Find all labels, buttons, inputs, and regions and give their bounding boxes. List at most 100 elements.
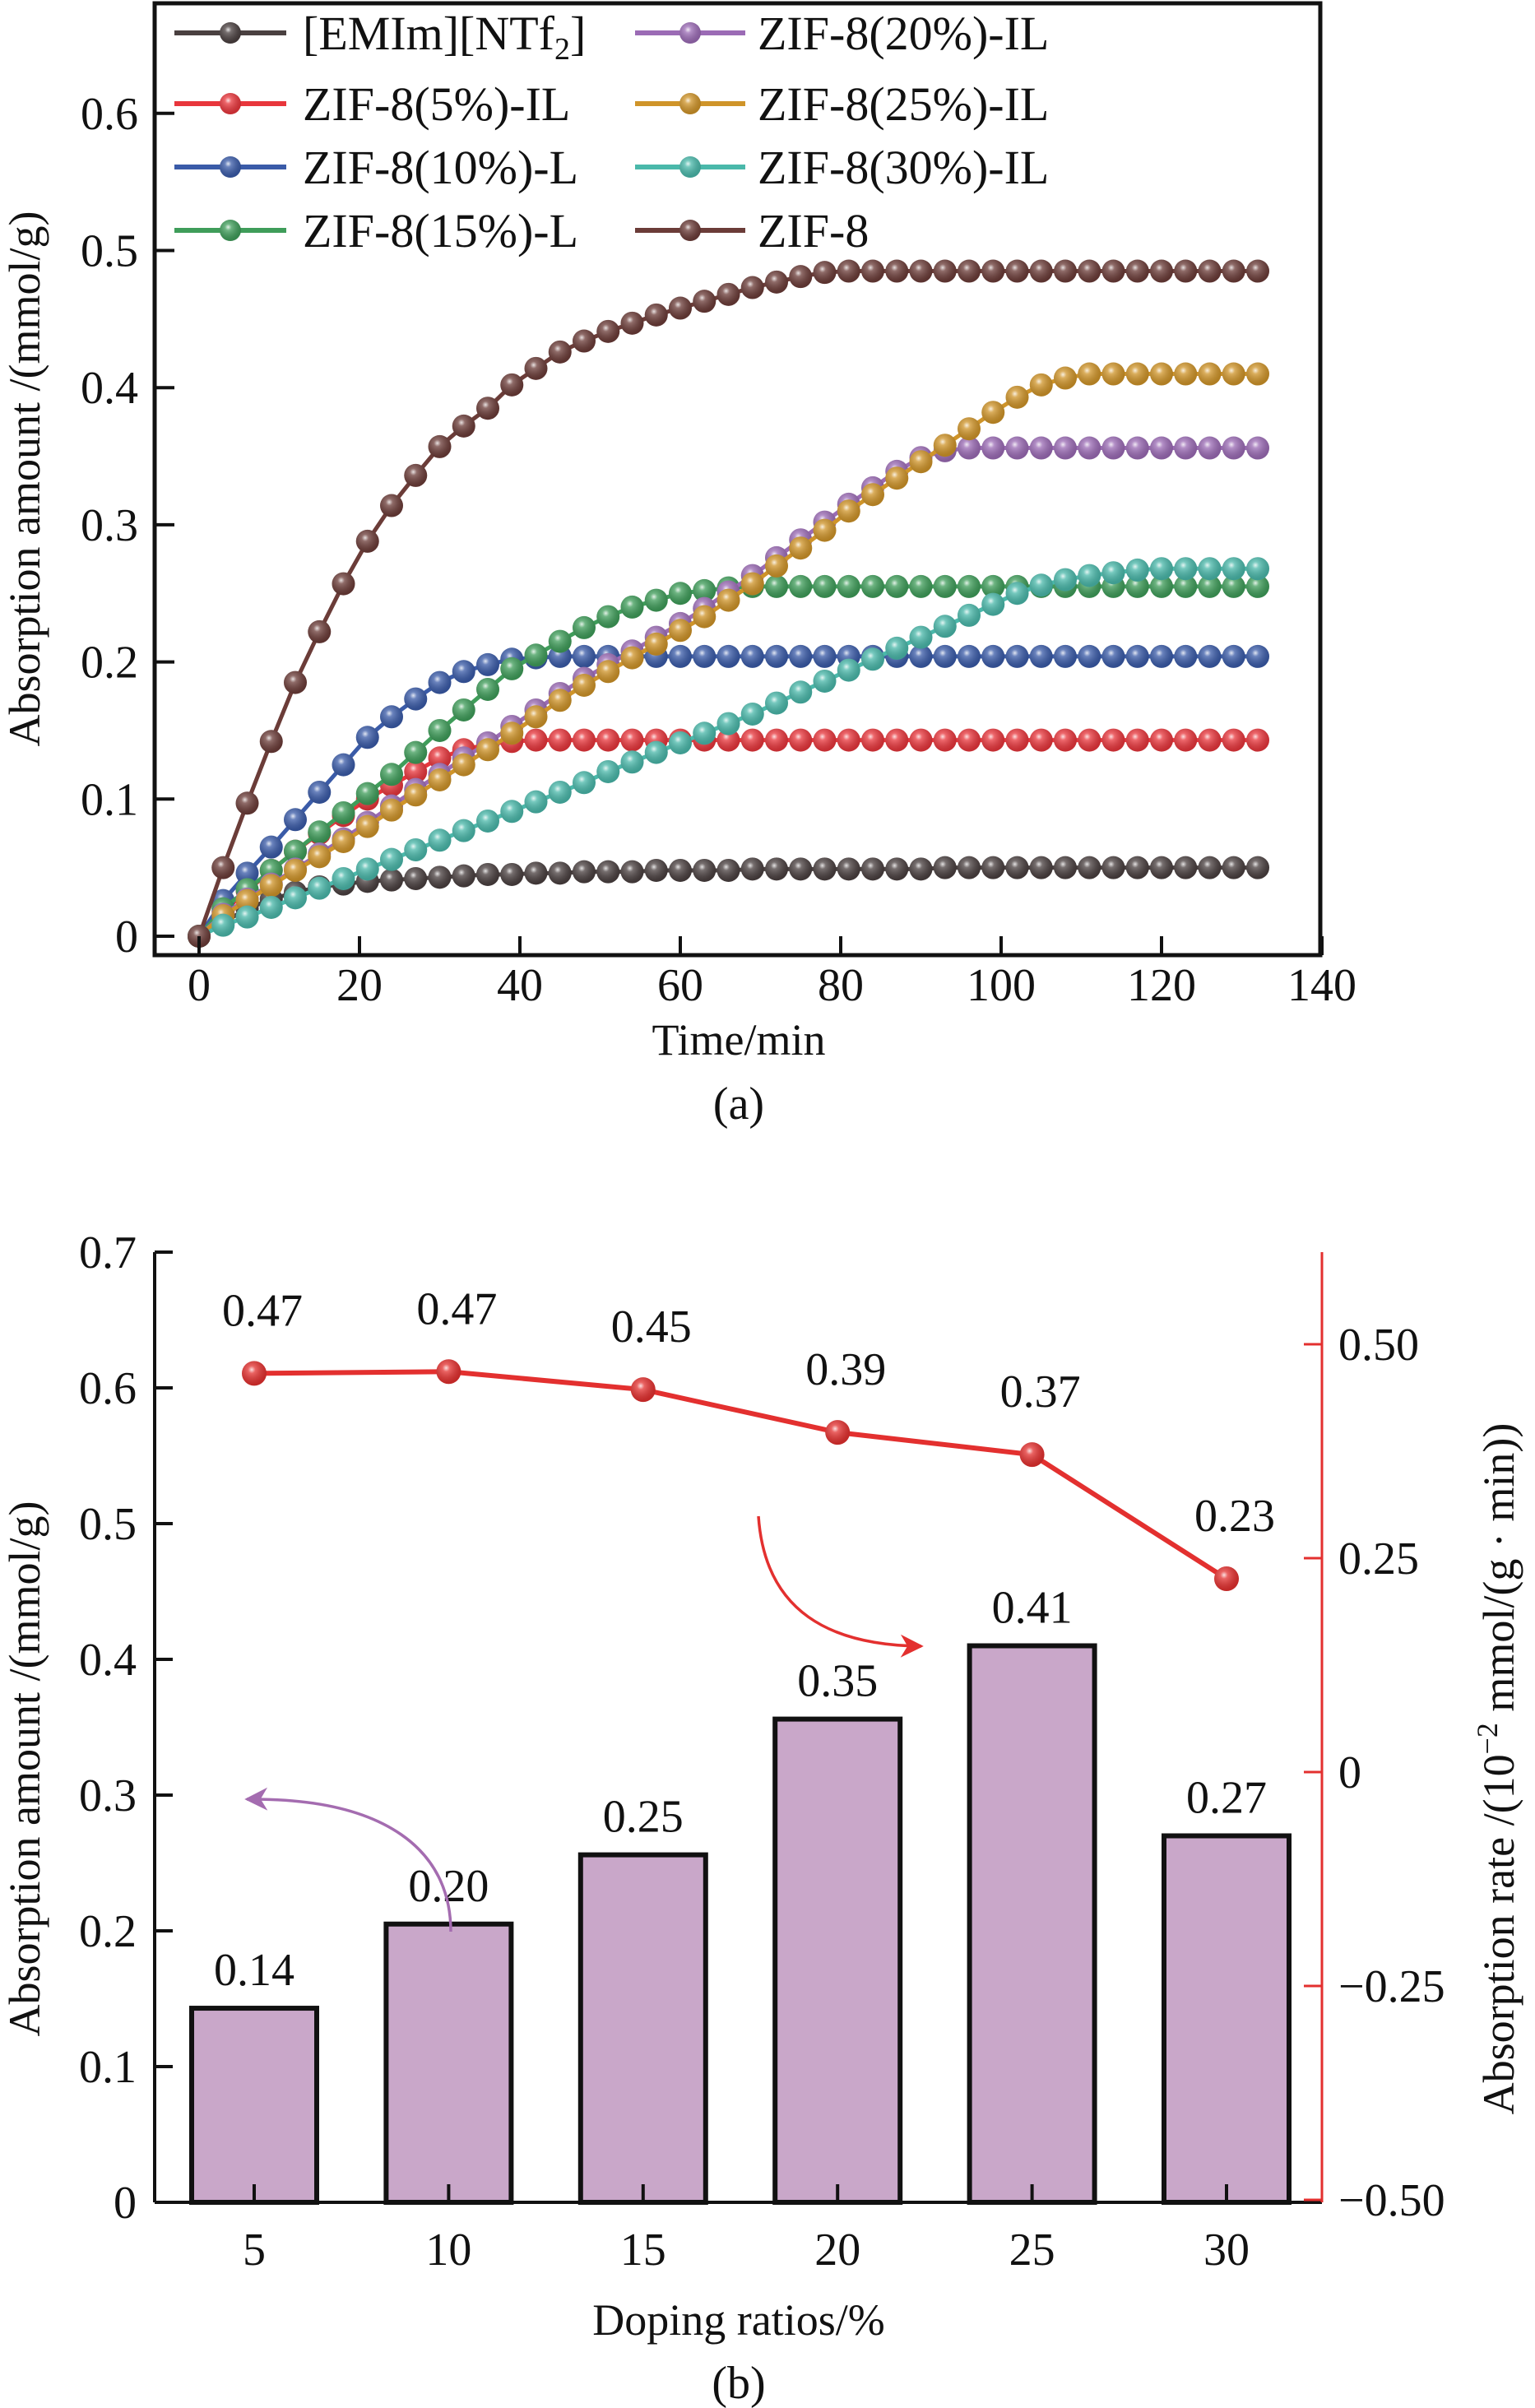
data-point-shine — [981, 856, 1005, 879]
data-point-shine — [861, 647, 884, 671]
data-point-shine — [1125, 362, 1149, 386]
legend-marker-shine — [679, 220, 701, 241]
data-point-shine — [716, 728, 740, 752]
data-point-shine — [1005, 436, 1029, 460]
y-tick-label: 0.3 — [81, 500, 138, 551]
data-point-shine — [1174, 728, 1198, 752]
data-point-shine — [332, 800, 355, 824]
data-point-shine — [789, 536, 813, 560]
data-point-shine — [1174, 557, 1198, 581]
legend-marker-shine — [220, 93, 241, 114]
data-point-shine — [452, 819, 475, 842]
data-point-shine — [596, 660, 620, 684]
legend-item: ZIF-8(30%)-IL — [635, 141, 1049, 194]
data-point-shine — [1198, 557, 1222, 581]
data-point-shine — [1054, 366, 1077, 390]
data-point-shine — [1005, 728, 1029, 752]
data-point-shine — [1125, 644, 1149, 668]
data-point-shine — [404, 866, 428, 890]
legend-label: ZIF-8(15%)-L — [303, 204, 578, 258]
data-point-shine — [573, 329, 596, 353]
data-point-shine — [1005, 582, 1029, 605]
data-point-shine — [500, 721, 524, 745]
bar-value-label: 0.14 — [214, 1945, 294, 1996]
legend-item: [EMIm][NTf2] — [174, 7, 586, 67]
data-point-shine — [1198, 728, 1222, 752]
data-point-shine — [1246, 436, 1269, 460]
data-point-shine — [644, 588, 668, 612]
data-point-shine — [476, 809, 499, 833]
data-point-shine — [837, 857, 860, 881]
data-point-shine — [765, 691, 788, 715]
data-point-shine — [958, 644, 981, 668]
data-point-shine — [1078, 436, 1101, 460]
data-point-shine — [380, 847, 403, 871]
data-point-shine — [1029, 373, 1053, 397]
legend-item: ZIF-8(20%)-IL — [635, 7, 1049, 60]
data-point-shine — [1054, 259, 1077, 283]
data-point-shine — [235, 889, 259, 912]
data-point-shine — [620, 595, 644, 619]
chart-a-legend: [EMIm][NTf2] ZIF-8(5%)-IL ZIF-8(10%)-L ZIF-… — [174, 7, 1049, 258]
data-point-shine — [1246, 856, 1269, 879]
data-point-shine — [308, 876, 332, 900]
data-point-shine — [813, 728, 837, 752]
x-tick-label: 5 — [243, 2225, 266, 2276]
data-point-shine — [1078, 362, 1101, 386]
data-point-shine — [716, 858, 740, 882]
data-point-shine — [476, 738, 499, 762]
data-point-shine — [596, 860, 620, 884]
data-point-shine — [789, 680, 813, 704]
data-point-shine — [1029, 436, 1053, 460]
data-point-shine — [716, 282, 740, 306]
data-point-shine — [958, 574, 981, 598]
data-point-shine — [1174, 856, 1198, 879]
x-tick-label: 80 — [818, 960, 864, 1011]
data-point-shine — [1246, 644, 1269, 668]
data-point-shine — [355, 814, 379, 838]
data-point-shine — [1222, 557, 1245, 581]
data-point-shine — [500, 862, 524, 886]
data-point-shine — [1078, 259, 1101, 283]
data-point-shine — [1078, 564, 1101, 587]
data-point-shine — [620, 646, 644, 670]
chart-a-series — [188, 259, 1269, 948]
chart-b-x-axis-title: Doping ratios/% — [592, 2295, 884, 2345]
data-point-shine — [1125, 574, 1149, 598]
data-point-shine — [428, 828, 452, 852]
data-point-shine — [1198, 856, 1222, 879]
data-point-shine — [644, 858, 668, 882]
data-point-shine — [837, 658, 860, 682]
data-point-shine — [1150, 644, 1173, 668]
data-point-shine — [524, 728, 548, 752]
data-point-shine — [211, 913, 235, 937]
x-tick-label: 15 — [620, 2225, 666, 2276]
data-point-shine — [789, 644, 813, 668]
right-axis-arrow — [757, 1515, 924, 1658]
data-point-shine — [958, 436, 981, 460]
data-point-shine — [1054, 436, 1077, 460]
chart-a-frame — [152, 1, 1323, 958]
data-point-shine — [1246, 728, 1269, 752]
data-point-shine — [644, 632, 668, 656]
data-point-shine — [909, 728, 933, 752]
data-point-shine — [1054, 568, 1077, 592]
data-point-shine — [958, 259, 981, 283]
data-point-shine — [789, 728, 813, 752]
data-point-shine — [355, 857, 379, 881]
data-point-shine — [765, 857, 788, 881]
data-point-shine — [765, 554, 788, 578]
data-point-shine — [284, 670, 307, 694]
data-point-shine — [1150, 728, 1173, 752]
chart-a: 0 20 40 60 80 100 120 140 0 0.1 0.2 0.3 0.4 0.5 0.6 [… — [0, 1, 1356, 1130]
data-point-shine — [428, 670, 452, 694]
rate-point-shine — [630, 1377, 656, 1403]
data-point-shine — [885, 574, 909, 598]
bar-value-label: 0.27 — [1186, 1773, 1267, 1824]
data-point-shine — [476, 652, 499, 676]
y-tick-label: 0.5 — [79, 1499, 137, 1550]
data-point-shine — [380, 763, 403, 786]
data-point-shine — [1101, 561, 1125, 585]
data-point-shine — [1125, 558, 1149, 582]
data-point-shine — [813, 644, 837, 668]
